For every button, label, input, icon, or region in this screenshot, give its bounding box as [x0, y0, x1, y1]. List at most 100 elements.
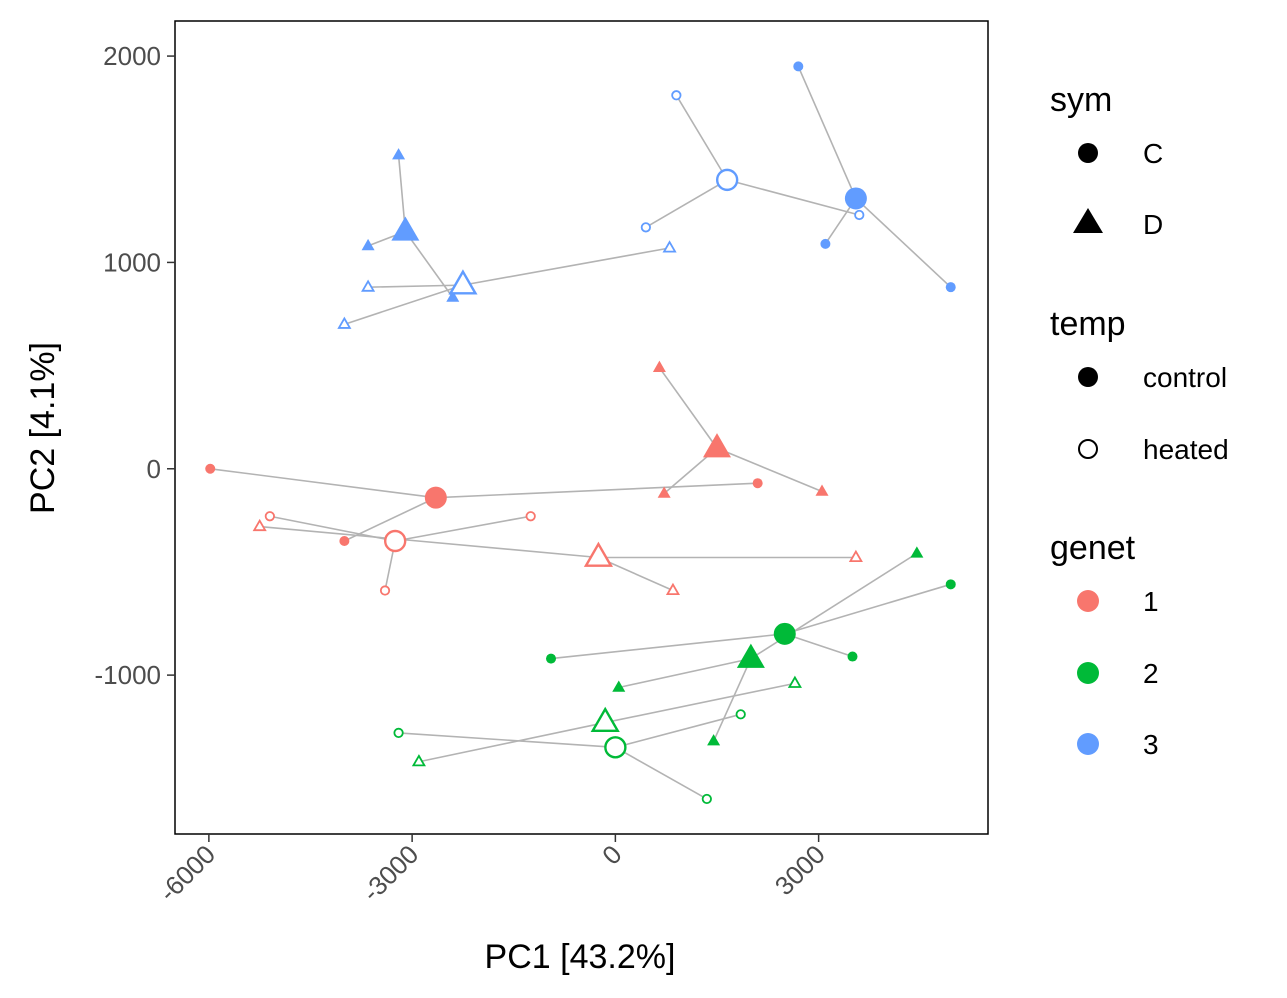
segment-g5-p1: [615, 713, 741, 749]
legend-key-genet-1: [1077, 590, 1099, 612]
segment-g2-p2: [716, 447, 823, 493]
data-point-g2-p0: [652, 360, 666, 372]
legend: sym C D temp control heated genet 1 2 3: [1050, 81, 1229, 760]
y-tick-label-3: 2000: [103, 41, 161, 71]
legend-key-genet-3: [1077, 733, 1099, 755]
y-axis-title: PC2 [4.1%]: [24, 342, 62, 514]
segment-g10-p2: [404, 231, 454, 298]
segment-g9-p2: [726, 179, 860, 216]
y-tick-label-1: 0: [147, 454, 161, 484]
y-tick-label-2: 1000: [103, 247, 161, 277]
segment-g5-p0: [398, 732, 616, 749]
data-point-g1-p0: [264, 511, 275, 522]
x-axis-title: PC1 [43.2%]: [485, 938, 676, 976]
data-point-g8-p0: [793, 61, 804, 72]
data-point-g6-p2: [910, 546, 924, 558]
segment-g3-p2: [598, 556, 674, 592]
segments-layer: [210, 66, 952, 800]
x-tick-label-1: -3000: [356, 839, 424, 907]
data-point-g7-p0: [411, 754, 426, 767]
segment-g0-p2: [435, 482, 758, 499]
data-point-g5-p2: [701, 793, 712, 805]
segment-g6-p1: [712, 658, 752, 742]
centroid-point-g0: [424, 486, 447, 509]
x-tick-label-0: -6000: [153, 839, 221, 907]
centroid-point-g10: [391, 216, 420, 241]
segment-g9-p0: [675, 94, 728, 181]
centroid-point-g7: [590, 706, 620, 733]
legend-label-genet-2: 2: [1143, 658, 1159, 689]
legend-key-sym-c: [1078, 143, 1098, 163]
data-point-g9-p1: [640, 222, 651, 233]
legend-key-temp-control: [1078, 367, 1098, 387]
data-point-g3-p0: [252, 518, 267, 532]
legend-key-genet-2: [1077, 662, 1099, 684]
segment-g7-p0: [418, 721, 606, 763]
centroid-point-g8: [844, 187, 867, 210]
legend-title-sym: sym: [1050, 81, 1112, 119]
segment-g3-p0: [259, 525, 599, 559]
data-point-g4-p1: [847, 651, 858, 662]
legend-key-temp-heated: [1078, 439, 1098, 459]
data-point-g5-p1: [735, 709, 746, 720]
centroid-point-g5: [604, 736, 627, 759]
x-tick-label-3: 3000: [769, 839, 831, 901]
data-point-g10-p1: [361, 238, 375, 251]
data-point-g2-p1: [657, 486, 671, 498]
x-axis: -6000 -3000 0 3000: [153, 834, 831, 907]
segment-g7-p1: [605, 682, 796, 724]
legend-label-temp-heated: heated: [1143, 434, 1229, 465]
data-point-g2-p2: [815, 484, 829, 496]
legend-label-temp-control: control: [1143, 362, 1227, 393]
segment-g8-p0: [797, 66, 857, 199]
data-point-g4-p0: [546, 653, 557, 664]
data-point-g3-p1: [848, 549, 863, 563]
segment-g2-p0: [658, 367, 718, 449]
data-point-g4-p2: [945, 579, 956, 590]
legend-label-genet-3: 3: [1143, 729, 1159, 760]
data-point-g11-p1: [337, 316, 352, 329]
legend-label-genet-1: 1: [1143, 586, 1159, 617]
data-point-g6-p1: [707, 734, 721, 746]
data-point-g0-p1: [339, 535, 350, 546]
y-tick-label-0: -1000: [95, 660, 162, 690]
segment-g9-p1: [645, 179, 728, 229]
data-point-g6-p0: [612, 680, 626, 692]
segment-g5-p2: [614, 746, 708, 800]
data-point-g11-p0: [361, 279, 376, 292]
legend-title-genet: genet: [1050, 529, 1136, 567]
data-point-g5-p0: [393, 727, 404, 738]
data-point-g8-p1: [820, 238, 831, 249]
legend-title-temp: temp: [1050, 305, 1126, 343]
points-layer: [205, 61, 956, 805]
centroid-point-g4: [773, 622, 796, 645]
plot-panel-border: [174, 20, 989, 835]
segment-g11-p1: [344, 284, 464, 326]
data-point-g3-p2: [665, 582, 681, 596]
x-tick-label-2: 0: [596, 839, 627, 870]
legend-label-sym-d: D: [1143, 209, 1163, 240]
segment-g0-p0: [210, 467, 436, 499]
legend-label-sym-c: C: [1143, 138, 1163, 169]
data-point-g0-p0: [205, 463, 216, 474]
data-point-g1-p2: [525, 511, 536, 522]
data-point-g11-p2: [662, 240, 677, 253]
data-point-g1-p1: [379, 585, 391, 596]
legend-key-sym-d: [1073, 208, 1103, 233]
data-point-g10-p0: [392, 148, 406, 160]
centroid-point-g6: [736, 643, 765, 668]
segment-g11-p0: [368, 284, 463, 288]
centroid-point-g2: [703, 433, 731, 458]
segment-g1-p2: [395, 515, 531, 542]
segment-g4-p1: [784, 633, 853, 658]
centroid-point-g11: [448, 269, 478, 295]
data-point-g7-p1: [787, 675, 802, 688]
data-point-g8-p2: [945, 282, 956, 293]
data-point-g9-p2: [854, 209, 865, 221]
centroid-point-g1: [383, 529, 407, 553]
y-axis: -1000 0 1000 2000: [95, 41, 175, 690]
segment-g6-p0: [618, 657, 752, 689]
segment-g8-p2: [855, 197, 952, 288]
segment-g4-p0: [550, 633, 785, 660]
